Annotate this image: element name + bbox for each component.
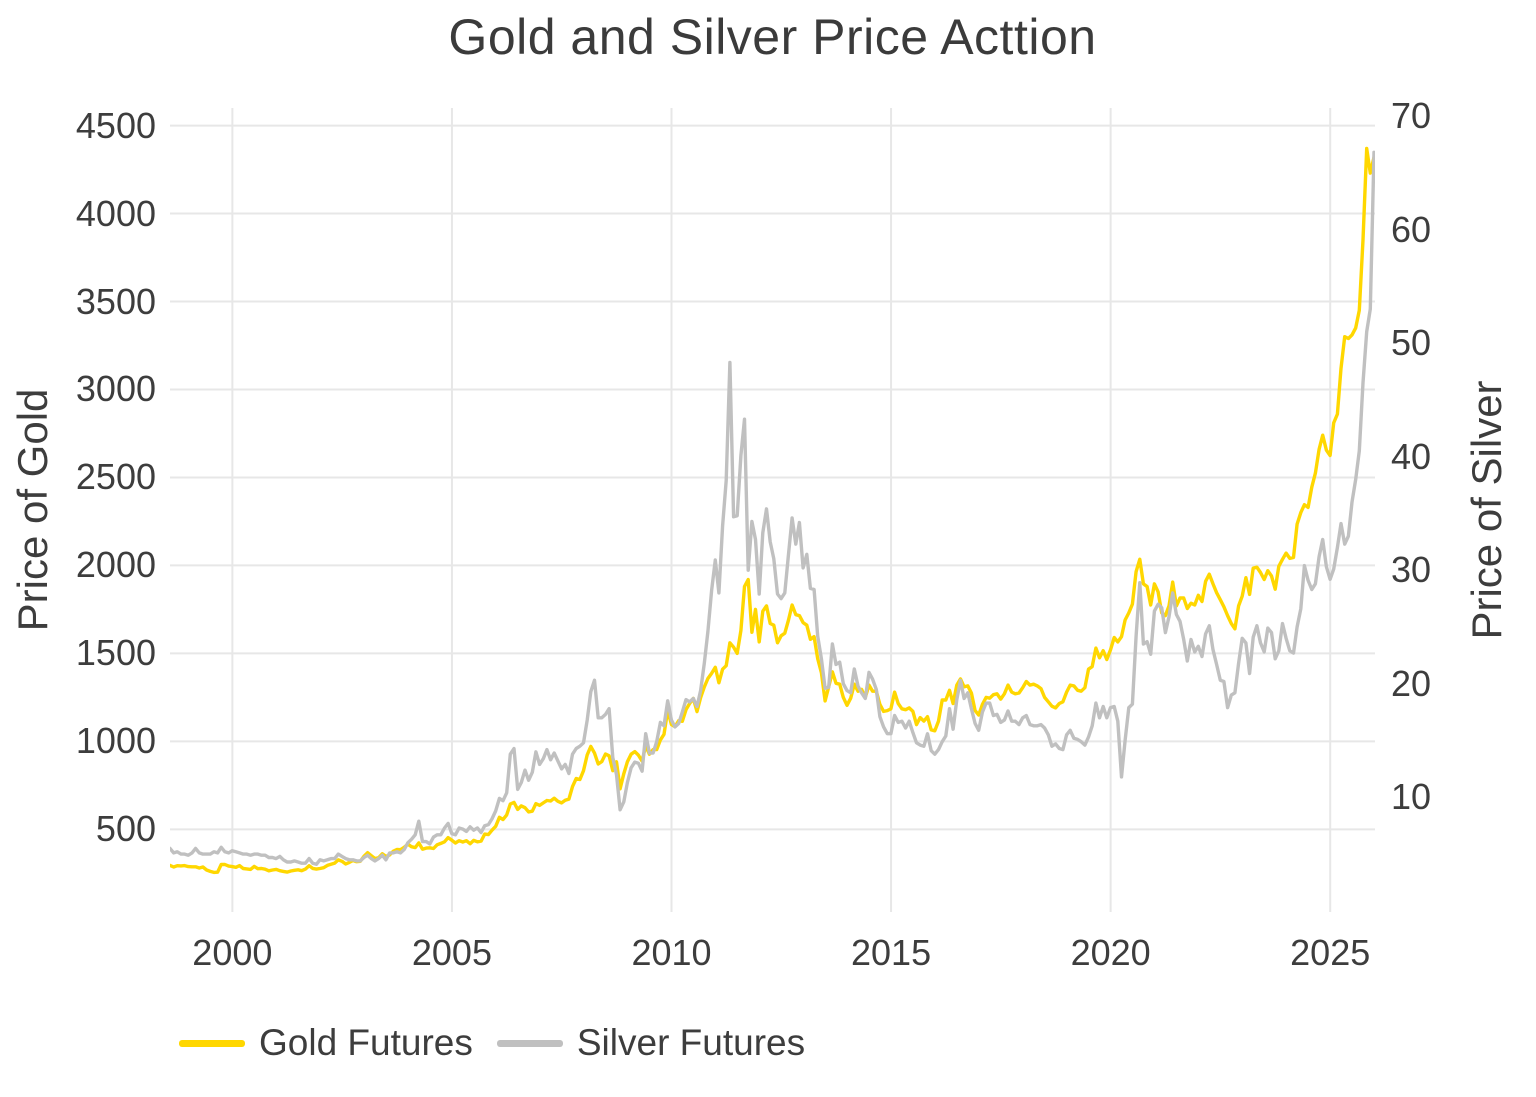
silver-futures-line [170, 150, 1375, 866]
x-tick-label: 2010 [631, 932, 712, 973]
y-tick-label: 1500 [75, 632, 156, 674]
y-tick-label: 3500 [75, 280, 156, 322]
x-tick-label: 2000 [192, 932, 273, 973]
y-tick-label: 4000 [75, 192, 156, 234]
y-tick-label: 20 [1391, 662, 1432, 704]
y-tick-label: 60 [1391, 208, 1432, 250]
y-tick-label: 2000 [75, 544, 156, 586]
chart-title: Gold and Silver Price Acttion [448, 9, 1097, 65]
x-tick-label: 2015 [851, 932, 932, 973]
silver-line-swatch [496, 1039, 563, 1047]
y-tick-label: 1000 [75, 720, 156, 762]
y-tick-label: 70 [1391, 94, 1432, 136]
legend: Gold Futures Silver Futures [179, 1022, 805, 1064]
y-tick-label: 30 [1391, 549, 1432, 591]
x-tick-label: 2005 [411, 932, 492, 973]
x-tick-label: 2020 [1070, 932, 1151, 973]
legend-item-silver-futures[interactable]: Silver Futures [496, 1022, 806, 1064]
gold-futures-line [170, 146, 1375, 875]
x-tick-label: 2025 [1290, 932, 1371, 973]
gold-line-swatch [179, 1039, 245, 1047]
plot-area [170, 108, 1375, 912]
y-tick-label: 4500 [75, 104, 156, 146]
y-tick-label: 2500 [75, 456, 156, 498]
legend-label-gold-futures: Gold Futures [259, 1022, 473, 1063]
y-axis-left-title: Price of Gold [9, 388, 56, 632]
y-tick-label: 50 [1391, 322, 1432, 364]
legend-item-gold-futures[interactable]: Gold Futures [179, 1022, 473, 1064]
y-tick-label: 3000 [75, 368, 156, 410]
y-axis-right-title: Price of Silver [1463, 380, 1510, 640]
y-tick-label: 10 [1391, 776, 1432, 818]
y-tick-label: 500 [95, 808, 156, 850]
y-tick-label: 40 [1391, 435, 1432, 477]
legend-label-silver-futures: Silver Futures [576, 1022, 806, 1063]
